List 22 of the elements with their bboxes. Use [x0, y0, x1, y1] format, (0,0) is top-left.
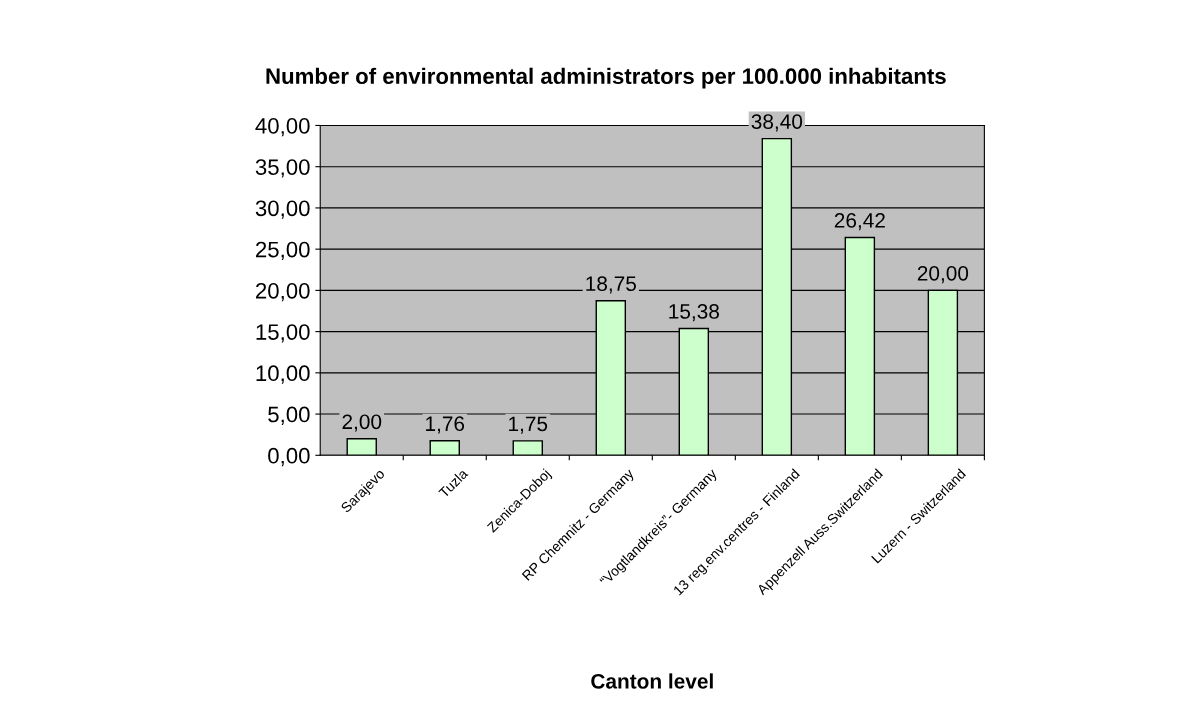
- y-tick-label: 40,00: [255, 118, 310, 137]
- data-label: 1,76: [426, 416, 465, 434]
- y-tick-label: 35,00: [255, 159, 310, 178]
- y-tick-label: 10,00: [256, 365, 310, 384]
- y-tick-label: 5,00: [268, 406, 310, 425]
- y-tick-label: 30,00: [255, 200, 310, 219]
- chart-title: Number of environmental administrators per 100.000 inhabitants: [266, 67, 946, 89]
- bar: [512, 440, 543, 456]
- data-label: 2,00: [342, 414, 382, 432]
- data-label: 26,42: [834, 213, 885, 231]
- data-label: 15,38: [669, 304, 719, 322]
- y-tick-label: 25,00: [256, 241, 310, 261]
- data-label: 18,75: [586, 276, 636, 294]
- bar: [346, 438, 377, 456]
- y-tick-label: 20,00: [256, 282, 310, 302]
- x-axis-title: Canton level: [591, 673, 713, 689]
- bar: [429, 440, 460, 456]
- y-tick-label: 0,00: [268, 447, 310, 467]
- y-tick-label: 15,00: [256, 324, 310, 343]
- data-label: 1,75: [509, 416, 548, 434]
- data-label: 20,00: [917, 265, 969, 284]
- data-label: 38,40: [751, 114, 803, 132]
